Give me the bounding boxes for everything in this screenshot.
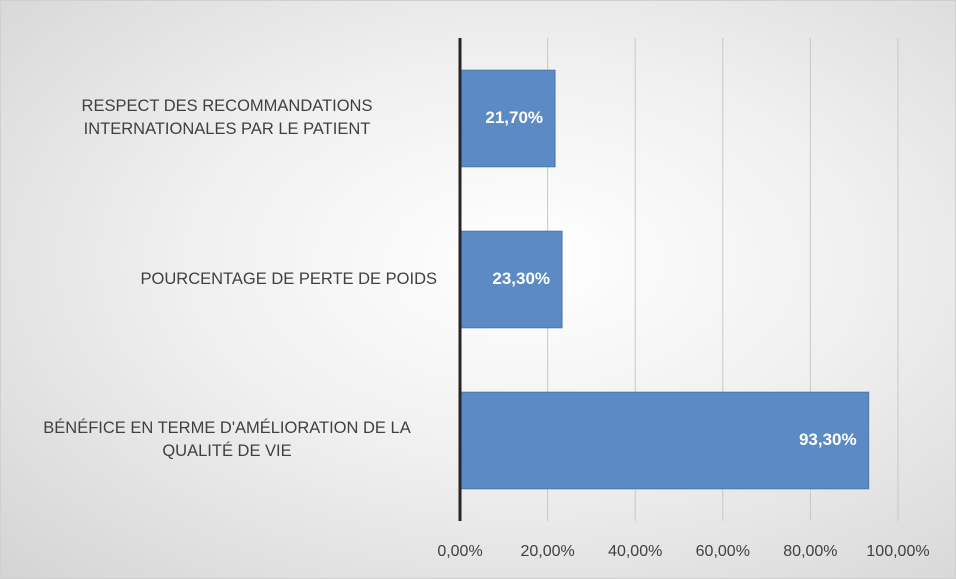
value-label: 93,30% [799, 430, 857, 449]
x-tick-label: 20,00% [520, 543, 574, 560]
bar [459, 391, 870, 490]
x-tick-label: 100,00% [866, 543, 929, 560]
category-label-box: RESPECT DES RECOMMANDATIONS INTERNATIONA… [17, 95, 437, 143]
value-label: 21,70% [485, 108, 543, 127]
x-tick-label: 40,00% [608, 543, 662, 560]
y-tick-label: POURCENTAGE DE PERTE DE POIDS [140, 269, 437, 288]
y-tick-label: RESPECT DES RECOMMANDATIONS INTERNATIONA… [81, 96, 373, 139]
value-label: 23,30% [492, 269, 550, 288]
x-tick-label: 0,00% [437, 543, 482, 560]
x-tick-label: 80,00% [783, 543, 837, 560]
y-tick-label: BÉNÉFICE EN TERME D'AMÉLIORATION DE LA Q… [43, 418, 411, 461]
category-label-box: BÉNÉFICE EN TERME D'AMÉLIORATION DE LA Q… [17, 417, 437, 465]
bar [459, 230, 563, 329]
x-tick-label: 60,00% [696, 543, 750, 560]
category-label-box: POURCENTAGE DE PERTE DE POIDS [141, 268, 437, 292]
